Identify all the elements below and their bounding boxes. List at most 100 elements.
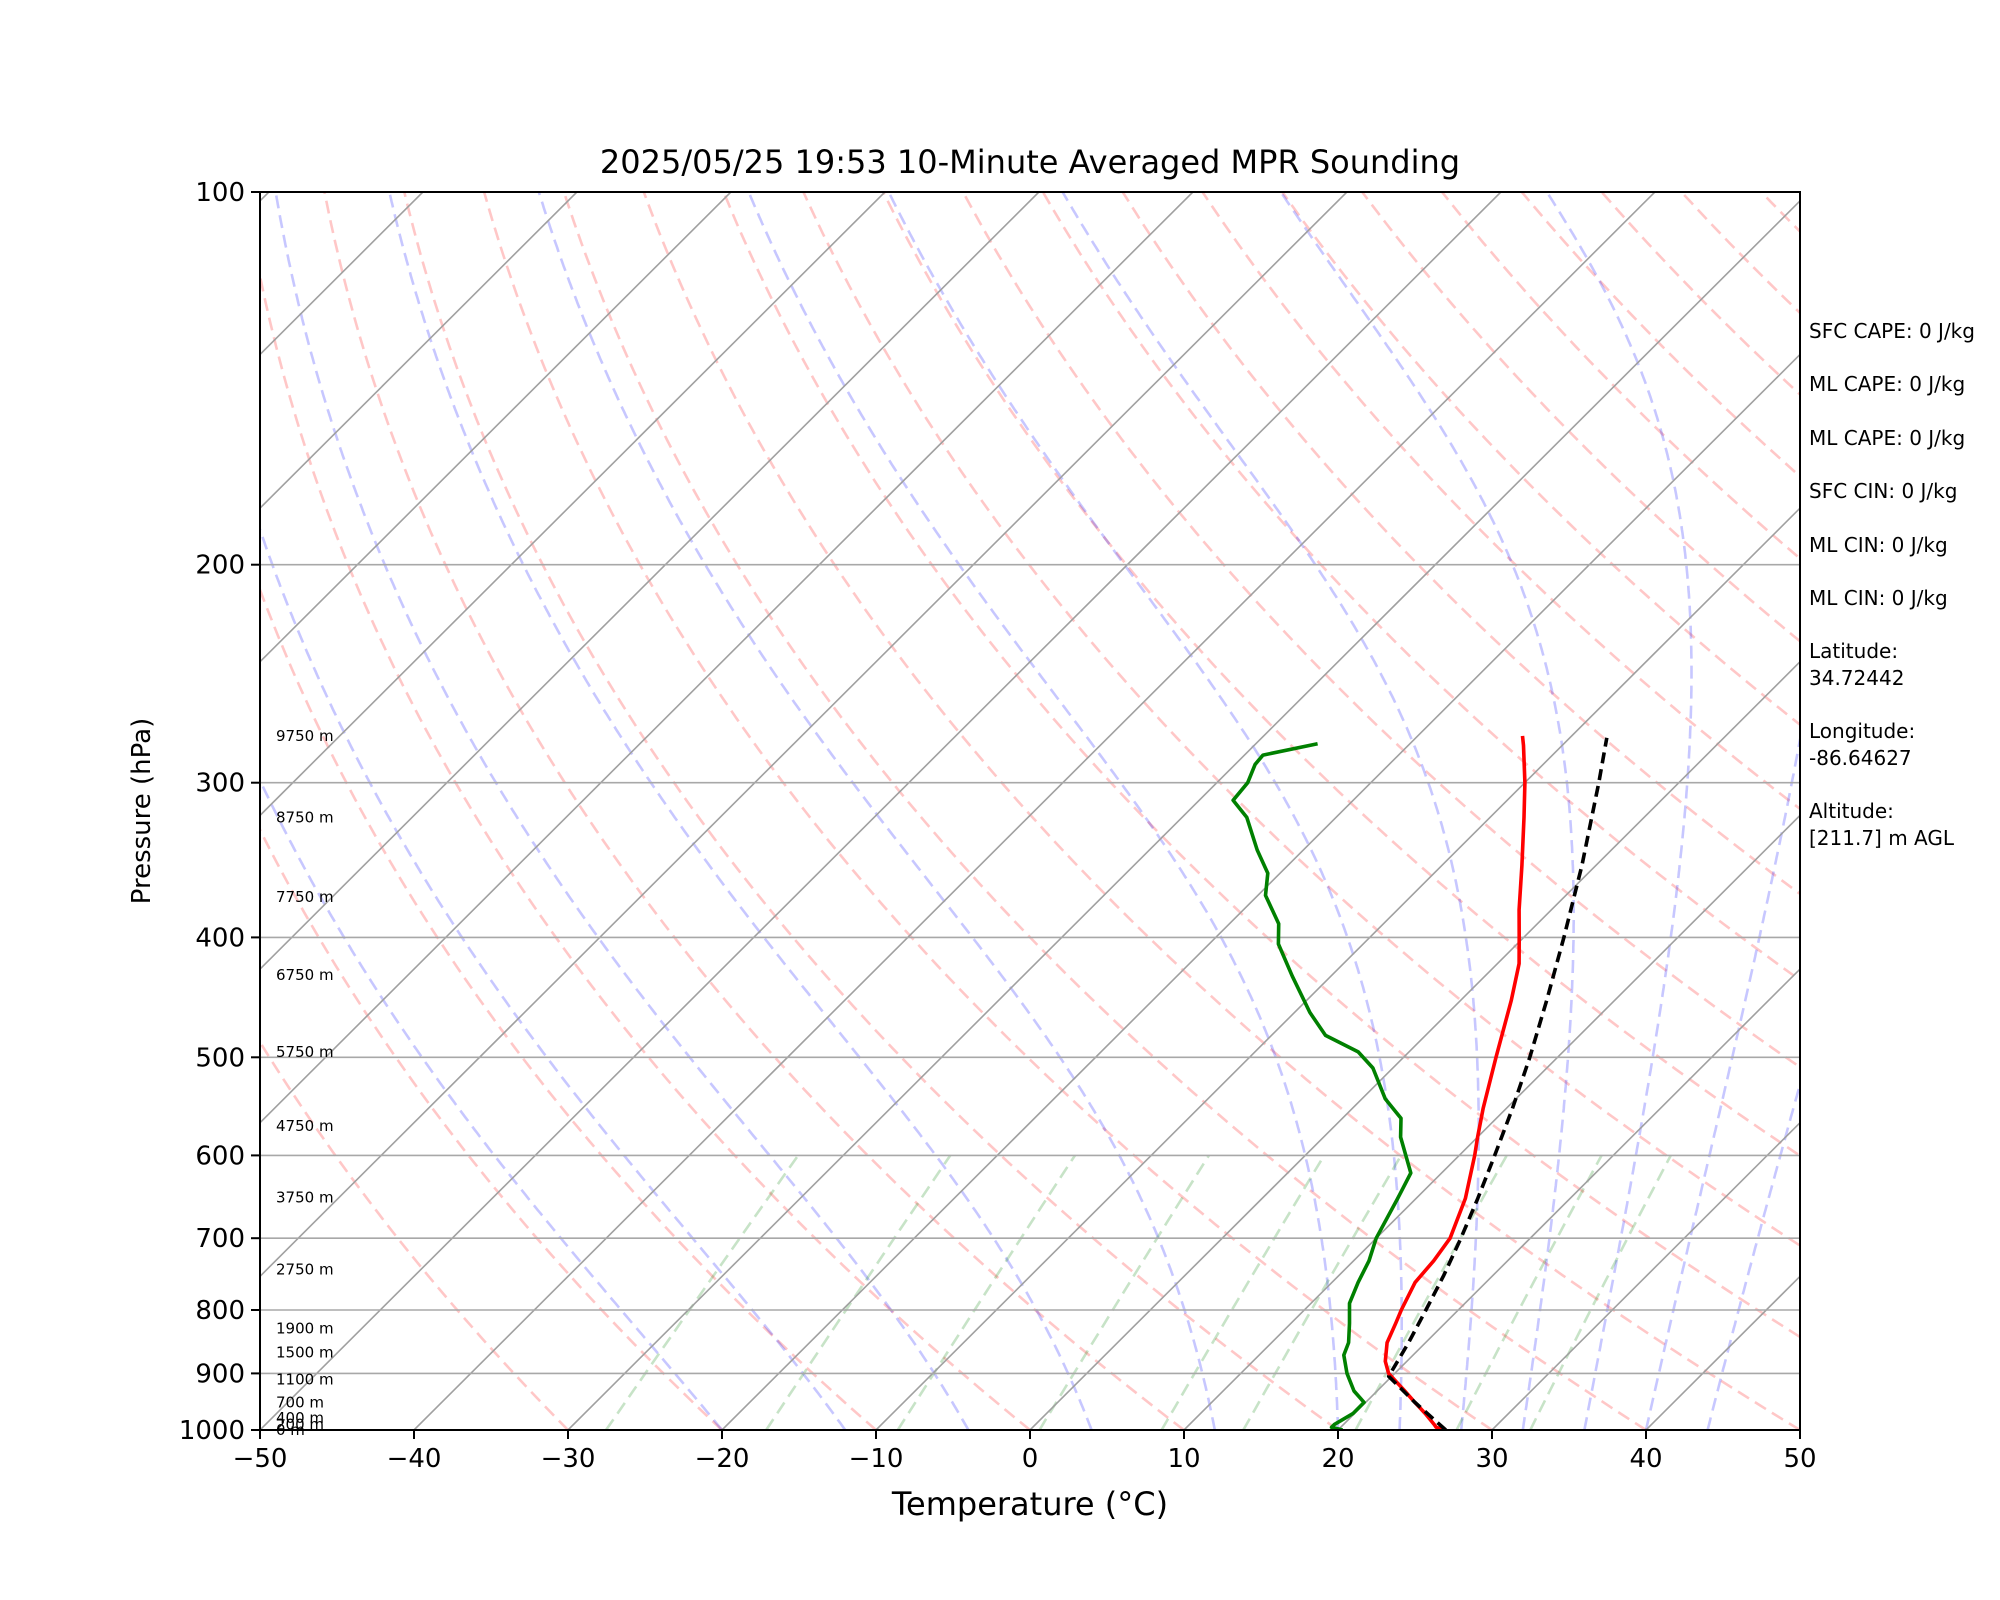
dry-adiabat [1121, 192, 1800, 896]
height-label: 8750 m [276, 808, 334, 826]
y-tick-label: 1000 [179, 1416, 245, 1446]
isotherm [1183, 814, 1800, 1430]
dry-adiabat [1041, 192, 1800, 982]
isotherm [721, 353, 1800, 1430]
y-tick-label: 800 [195, 1296, 245, 1326]
x-tick-label: −30 [541, 1444, 596, 1474]
moist-adiabat [887, 192, 1403, 1430]
height-label: 700 m [276, 1393, 324, 1411]
isotherm [875, 507, 1800, 1430]
x-tick-label: 10 [1167, 1444, 1200, 1474]
y-tick-label: 400 [195, 923, 245, 953]
dry-adiabat [403, 192, 1339, 1430]
isotherm [1029, 660, 1800, 1430]
dry-adiabat [882, 192, 1800, 1158]
dry-adiabat [260, 586, 877, 1430]
isotherm [260, 192, 1502, 1430]
x-tick-label: −50 [233, 1444, 288, 1474]
isotherm [0, 192, 115, 1430]
ml-cape-stat-2: ML CAPE: 0 J/kg [1809, 426, 1966, 450]
isotherm [1491, 1121, 1800, 1430]
y-tick-label: 500 [195, 1043, 245, 1073]
longitude-value: -86.64627 [1809, 746, 1912, 770]
x-tick-label: 40 [1629, 1444, 1662, 1474]
height-label: 9750 m [276, 727, 334, 745]
dry-adiabat [802, 192, 1800, 1248]
moist-adiabat [537, 192, 1217, 1430]
dry-adiabat [482, 192, 1493, 1430]
y-tick-label: 100 [195, 178, 245, 208]
sfc-cape-stat: SFC CAPE: 0 J/kg [1809, 319, 1975, 343]
moist-adiabat [274, 192, 970, 1430]
moist-adiabat [1545, 192, 1693, 1430]
ml-cape-stat: ML CAPE: 0 J/kg [1809, 372, 1966, 396]
height-label: 1900 m [276, 1320, 334, 1338]
altitude-label: Altitude: [1809, 799, 1894, 823]
isotherm [260, 192, 886, 817]
x-tick-label: −20 [695, 1444, 750, 1474]
dry-adiabat [323, 192, 1185, 1430]
ml-cin-stat: ML CIN: 0 J/kg [1809, 533, 1948, 557]
isotherm [260, 192, 578, 510]
dry-adiabat [260, 269, 1031, 1430]
height-label: 7750 m [276, 888, 334, 906]
dry-adiabat [260, 826, 723, 1430]
temperature-profile [1383, 735, 1527, 1430]
dry-adiabat [642, 192, 1800, 1430]
dewpoint-profile [1231, 741, 1413, 1430]
y-tick-label: 300 [195, 769, 245, 799]
moist-adiabat [747, 192, 1340, 1430]
latitude-label: Latitude: [1809, 639, 1899, 663]
x-tick-label: 50 [1783, 1444, 1816, 1474]
isotherm [260, 192, 1194, 1124]
x-tick-label: 30 [1475, 1444, 1508, 1474]
moist-adiabat [260, 777, 724, 1430]
x-axis-ticks: −50 −40 −30 −20 −10 0 10 20 30 40 50 [233, 1430, 1817, 1474]
isotherm [260, 192, 1348, 1278]
longitude-label: Longitude: [1809, 719, 1916, 743]
mixing-ratio-line [604, 1154, 800, 1430]
isotherm [567, 199, 1800, 1430]
y-axis-label: Pressure (hPa) [127, 718, 157, 905]
background-lines [0, 192, 1800, 1430]
altitude-value: [211.7] m AGL [1809, 826, 1955, 850]
dry-adiabat [1201, 192, 1800, 811]
moist-adiabat [260, 525, 847, 1430]
y-axis-ticks: 100 200 300 400 500 600 700 800 900 1000 [179, 178, 260, 1446]
x-axis-label: Temperature (°C) [891, 1485, 1168, 1523]
moist-adiabat [388, 192, 1093, 1430]
height-label: 3750 m [276, 1189, 334, 1207]
isotherm [413, 192, 1656, 1430]
mixing-ratio-line [1160, 1154, 1326, 1430]
mixing-ratio-line [1242, 1154, 1403, 1430]
isobar-grid [260, 563, 1800, 1375]
isotherm [260, 192, 732, 663]
height-label: 400 m [276, 1409, 324, 1427]
height-label: 4750 m [276, 1117, 334, 1135]
parcel-profile [1386, 737, 1609, 1430]
moist-adiabat [1061, 192, 1480, 1430]
y-tick-label: 200 [195, 551, 245, 581]
height-label: 2750 m [276, 1261, 334, 1279]
height-label: 5750 m [276, 1043, 334, 1061]
x-tick-label: −10 [849, 1444, 904, 1474]
y-tick-label: 900 [195, 1359, 245, 1389]
mixing-ratio-line [896, 1154, 1077, 1430]
dry-adiabat [562, 192, 1647, 1430]
chart-title: 2025/05/25 19:53 10-Minute Averaged MPR … [600, 143, 1460, 181]
height-label: 1500 m [276, 1344, 334, 1362]
moist-adiabat [1279, 192, 1575, 1430]
mixing-ratio-line [1455, 1154, 1603, 1430]
dry-adiabat [1520, 192, 1800, 479]
sfc-cin-stat: SFC CIN: 0 J/kg [1809, 479, 1958, 503]
y-tick-label: 700 [195, 1224, 245, 1254]
ml-cin-stat-2: ML CIN: 0 J/kg [1809, 586, 1948, 610]
x-tick-label: 20 [1321, 1444, 1354, 1474]
sounding-profiles [1231, 735, 1609, 1430]
isotherm [1337, 967, 1800, 1430]
isotherm [260, 192, 1040, 971]
latitude-value: 34.72442 [1809, 666, 1905, 690]
dry-adiabat [722, 192, 1800, 1339]
height-label: 1100 m [276, 1370, 334, 1388]
